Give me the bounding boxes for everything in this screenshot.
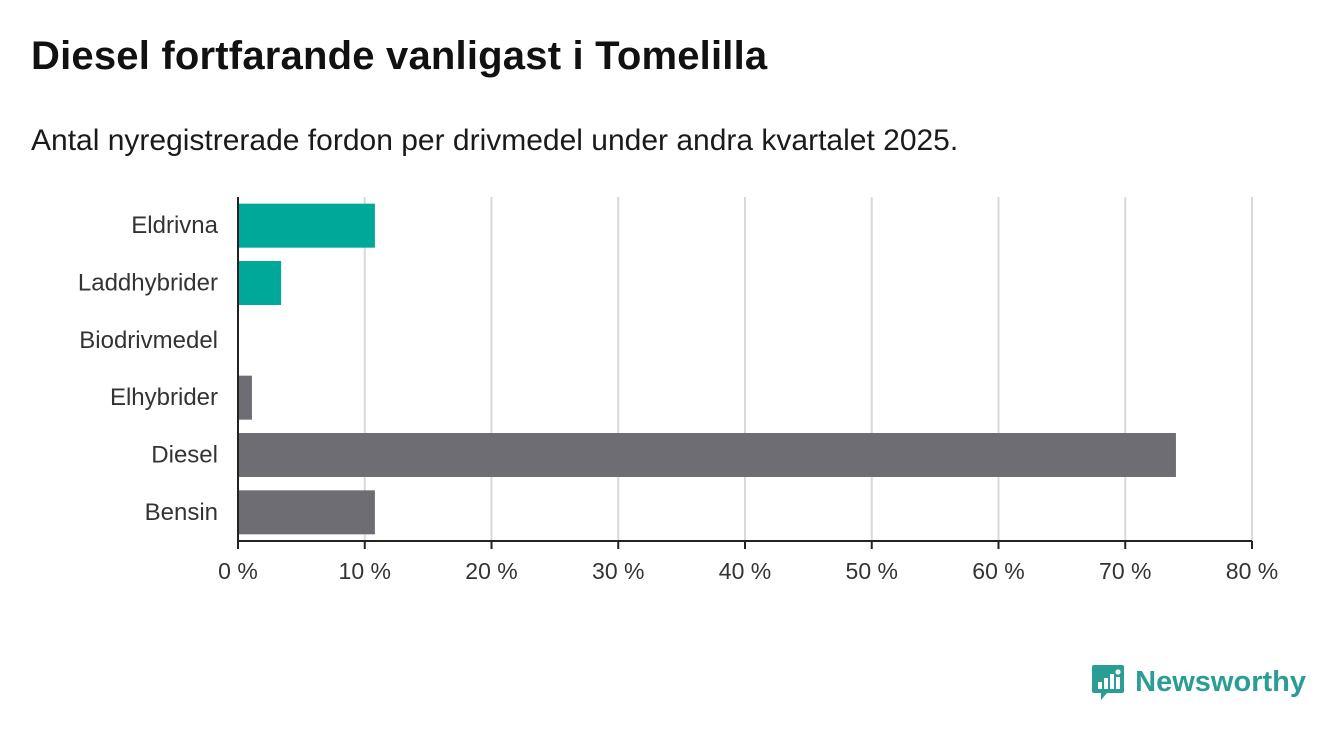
x-tick-label: 20 % bbox=[465, 558, 517, 584]
category-label: Laddhybrider bbox=[78, 270, 218, 297]
bar-laddhybrider bbox=[238, 261, 282, 305]
brand-name: Newsworthy bbox=[1135, 665, 1306, 698]
newsworthy-logo-icon bbox=[1092, 665, 1125, 700]
chart-title: Diesel fortfarande vanligast i Tomelilla bbox=[31, 34, 768, 78]
x-tick-label: 30 % bbox=[592, 558, 644, 584]
grid-lines bbox=[363, 197, 1253, 541]
category-label: Diesel bbox=[151, 442, 218, 469]
x-tick-label: 0 % bbox=[218, 558, 258, 584]
bar-elhybrider bbox=[238, 375, 252, 420]
category-labels: Eldrivna Laddhybrider Biodrivmedel Elhybrid… bbox=[78, 212, 219, 526]
bars bbox=[238, 203, 1176, 535]
category-label: Elhybrider bbox=[110, 384, 218, 411]
bar-eldrivna bbox=[238, 203, 375, 248]
chart-subtitle: Antal nyregistrerade fordon per drivmede… bbox=[31, 124, 959, 157]
x-tick-label: 80 % bbox=[1226, 558, 1278, 584]
category-label: Biodrivmedel bbox=[79, 327, 218, 354]
bar-bensin bbox=[238, 490, 375, 535]
x-tick-label: 40 % bbox=[719, 558, 771, 584]
bar-diesel bbox=[238, 433, 1176, 477]
x-axis: 0 % 10 % 20 % 30 % 40 % 50 % 60 % 70 % 80 % bbox=[218, 197, 1278, 584]
newsworthy-brand: Newsworthy bbox=[1091, 663, 1306, 701]
x-tick-label: 50 % bbox=[846, 558, 898, 584]
category-label: Eldrivna bbox=[131, 212, 218, 239]
category-label: Bensin bbox=[145, 499, 218, 526]
x-tick-label: 70 % bbox=[1099, 558, 1151, 584]
x-tick-label: 10 % bbox=[339, 558, 391, 584]
x-tick-label: 60 % bbox=[972, 558, 1024, 584]
